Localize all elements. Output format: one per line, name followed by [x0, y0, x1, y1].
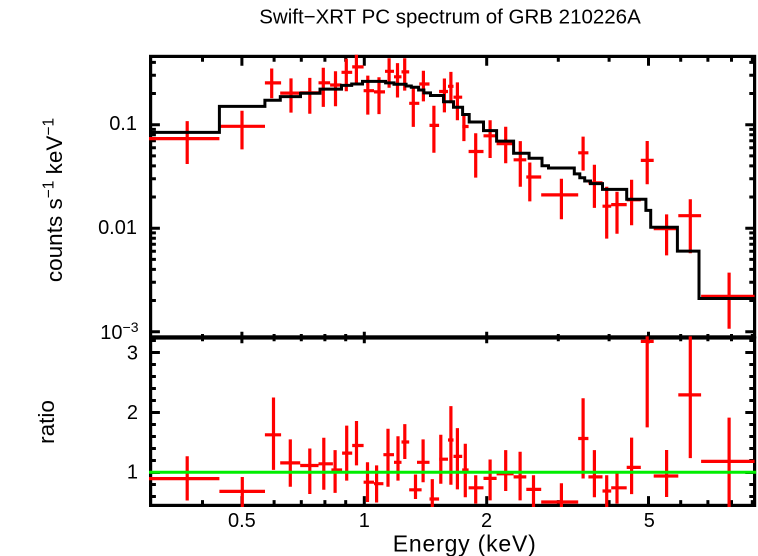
- svg-text:0.5: 0.5: [228, 510, 256, 532]
- svg-text:ratio: ratio: [34, 400, 59, 444]
- svg-text:1: 1: [127, 462, 138, 484]
- svg-text:5: 5: [644, 510, 655, 532]
- svg-text:counts s−1 keV−1: counts s−1 keV−1: [41, 118, 68, 282]
- svg-text:0.01: 0.01: [98, 217, 137, 239]
- svg-text:2: 2: [127, 402, 138, 424]
- svg-text:1: 1: [359, 510, 370, 532]
- svg-text:Energy (keV): Energy (keV): [393, 531, 537, 556]
- svg-text:3: 3: [127, 343, 138, 365]
- svg-text:2: 2: [481, 510, 492, 532]
- svg-text:0.1: 0.1: [109, 113, 137, 135]
- svg-text:Swift−XRT PC spectrum of GRB 2: Swift−XRT PC spectrum of GRB 210226A: [259, 6, 641, 29]
